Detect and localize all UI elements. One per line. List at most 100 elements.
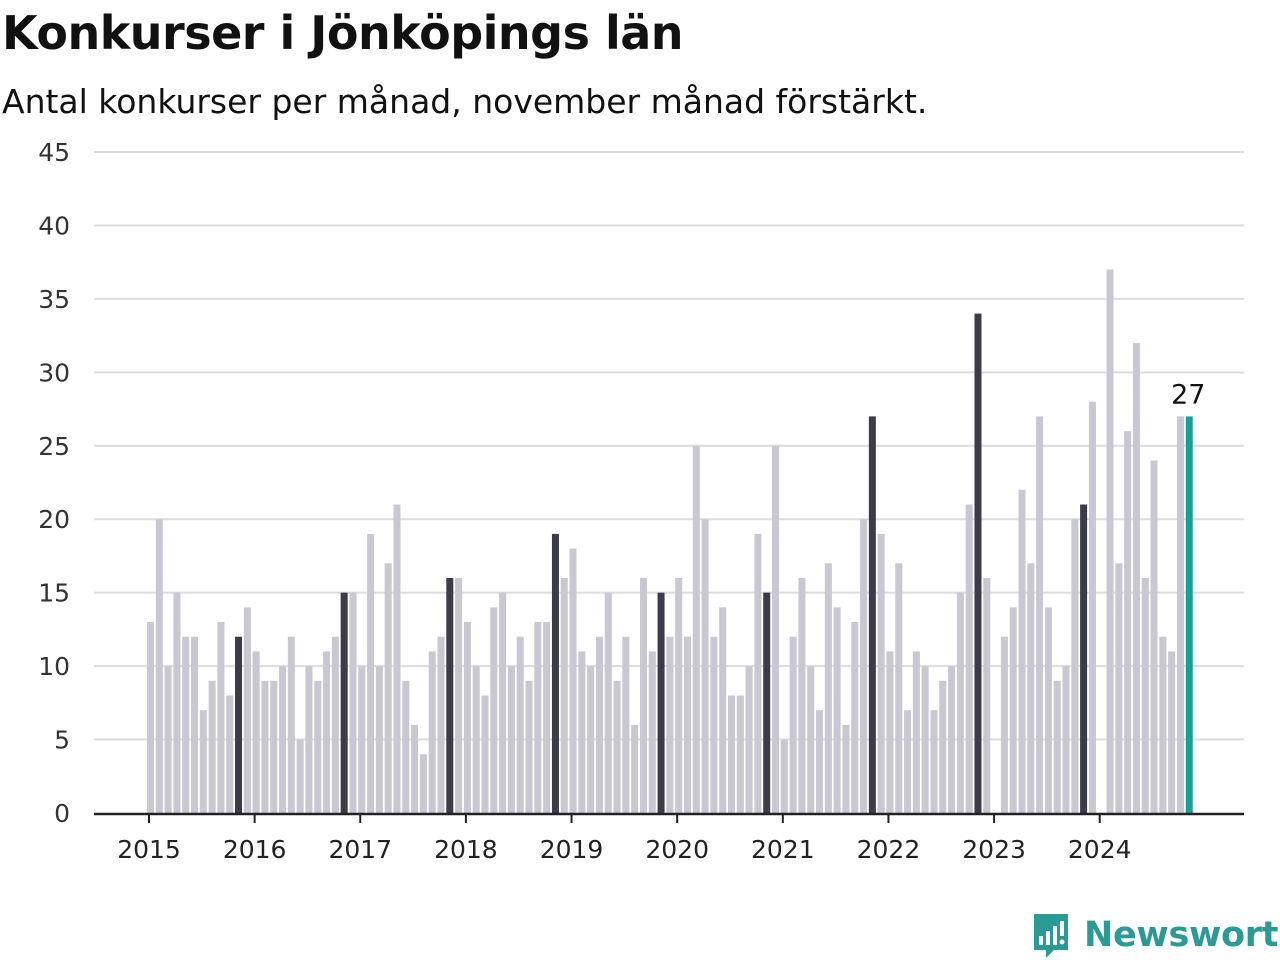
- bar: [411, 724, 419, 813]
- bar: [983, 577, 991, 813]
- bar: [1018, 489, 1026, 813]
- bar: [904, 710, 912, 813]
- y-tick-label: 10: [38, 652, 70, 681]
- labels: 0 5 10 15 20 25 30 35 40 45 2015 2016 2017 2018 2019 20…: [38, 138, 1205, 864]
- y-tick-label: 5: [54, 726, 70, 755]
- bar: [1159, 636, 1167, 813]
- bar: [1168, 651, 1176, 813]
- bar: [173, 592, 181, 813]
- bar: [446, 577, 454, 813]
- bar: [499, 592, 507, 813]
- bar: [384, 563, 392, 813]
- bar: [217, 622, 225, 813]
- bar: [349, 592, 357, 813]
- bar: [164, 666, 172, 813]
- bar: [507, 666, 515, 813]
- bar: [331, 636, 339, 813]
- bar: [666, 636, 674, 813]
- bar: [657, 592, 665, 813]
- bar: [675, 577, 683, 813]
- y-tick-label: 35: [38, 285, 70, 314]
- bar: [402, 680, 410, 813]
- bar: [798, 577, 806, 813]
- brand-name: Newsworthy: [1084, 915, 1280, 955]
- bar: [569, 548, 577, 813]
- x-tick-label: 2017: [328, 835, 392, 864]
- bar: [1071, 519, 1079, 813]
- bar: [534, 622, 542, 813]
- x-tick-label: 2023: [962, 835, 1026, 864]
- bar: [525, 680, 533, 813]
- x-tick-label: 2020: [645, 835, 709, 864]
- bar: [763, 592, 771, 813]
- bar: [463, 622, 471, 813]
- x-tick-label: 2018: [434, 835, 498, 864]
- bar: [1150, 460, 1158, 813]
- bar: [1088, 401, 1096, 813]
- bar: [428, 651, 436, 813]
- chart-title: Konkurser i Jönköpings län: [2, 6, 684, 60]
- latest-value-label: 27: [1171, 379, 1205, 410]
- bar: [270, 680, 278, 813]
- bar: [252, 651, 260, 813]
- bar: [886, 651, 894, 813]
- bar: [543, 622, 551, 813]
- x-tick-label: 2022: [857, 835, 921, 864]
- bar: [1185, 416, 1193, 813]
- bar: [860, 519, 868, 813]
- bar: [1141, 577, 1149, 813]
- bar: [851, 622, 859, 813]
- bar: [613, 680, 621, 813]
- x-tick-label: 2015: [117, 835, 181, 864]
- bar: [182, 636, 190, 813]
- bar: [1080, 504, 1088, 813]
- bar: [560, 577, 568, 813]
- bar: [261, 680, 269, 813]
- bar: [956, 592, 964, 813]
- bar: [1027, 563, 1035, 813]
- bar: [226, 695, 234, 813]
- bar: [314, 680, 322, 813]
- x-tick-label: 2019: [540, 835, 604, 864]
- y-tick-label: 25: [38, 432, 70, 461]
- bar: [1009, 607, 1017, 813]
- x-tick-label: 2024: [1068, 835, 1132, 864]
- y-tick-label: 0: [54, 799, 70, 828]
- y-tick-label: 30: [38, 358, 70, 387]
- bar: [631, 724, 639, 813]
- bar: [1132, 342, 1140, 813]
- bar: [235, 636, 243, 813]
- bar: [833, 607, 841, 813]
- bar: [816, 710, 824, 813]
- bar: [895, 563, 903, 813]
- bar: [710, 636, 718, 813]
- bar: [340, 592, 348, 813]
- bar: [701, 519, 709, 813]
- bar: [1106, 269, 1114, 813]
- bar: [1053, 680, 1061, 813]
- bar: [754, 533, 762, 813]
- bar: [719, 607, 727, 813]
- y-tick-label: 45: [38, 138, 70, 167]
- y-tick-label: 20: [38, 505, 70, 534]
- bar: [551, 533, 559, 813]
- bar: [323, 651, 331, 813]
- bar: [1176, 416, 1184, 813]
- bar: [191, 636, 199, 813]
- newsworthy-logo-icon: [1034, 914, 1068, 958]
- y-tick-label: 15: [38, 579, 70, 608]
- bar: [789, 636, 797, 813]
- axes: [94, 812, 1244, 823]
- bar: [1036, 416, 1044, 813]
- bar: [393, 504, 401, 813]
- bar: [1062, 666, 1070, 813]
- bar: [939, 680, 947, 813]
- bar: [587, 666, 595, 813]
- bar: [578, 651, 586, 813]
- bar: [1000, 636, 1008, 813]
- bar: [974, 313, 982, 813]
- bar: [948, 666, 956, 813]
- bar: [455, 577, 463, 813]
- bar: [419, 754, 427, 813]
